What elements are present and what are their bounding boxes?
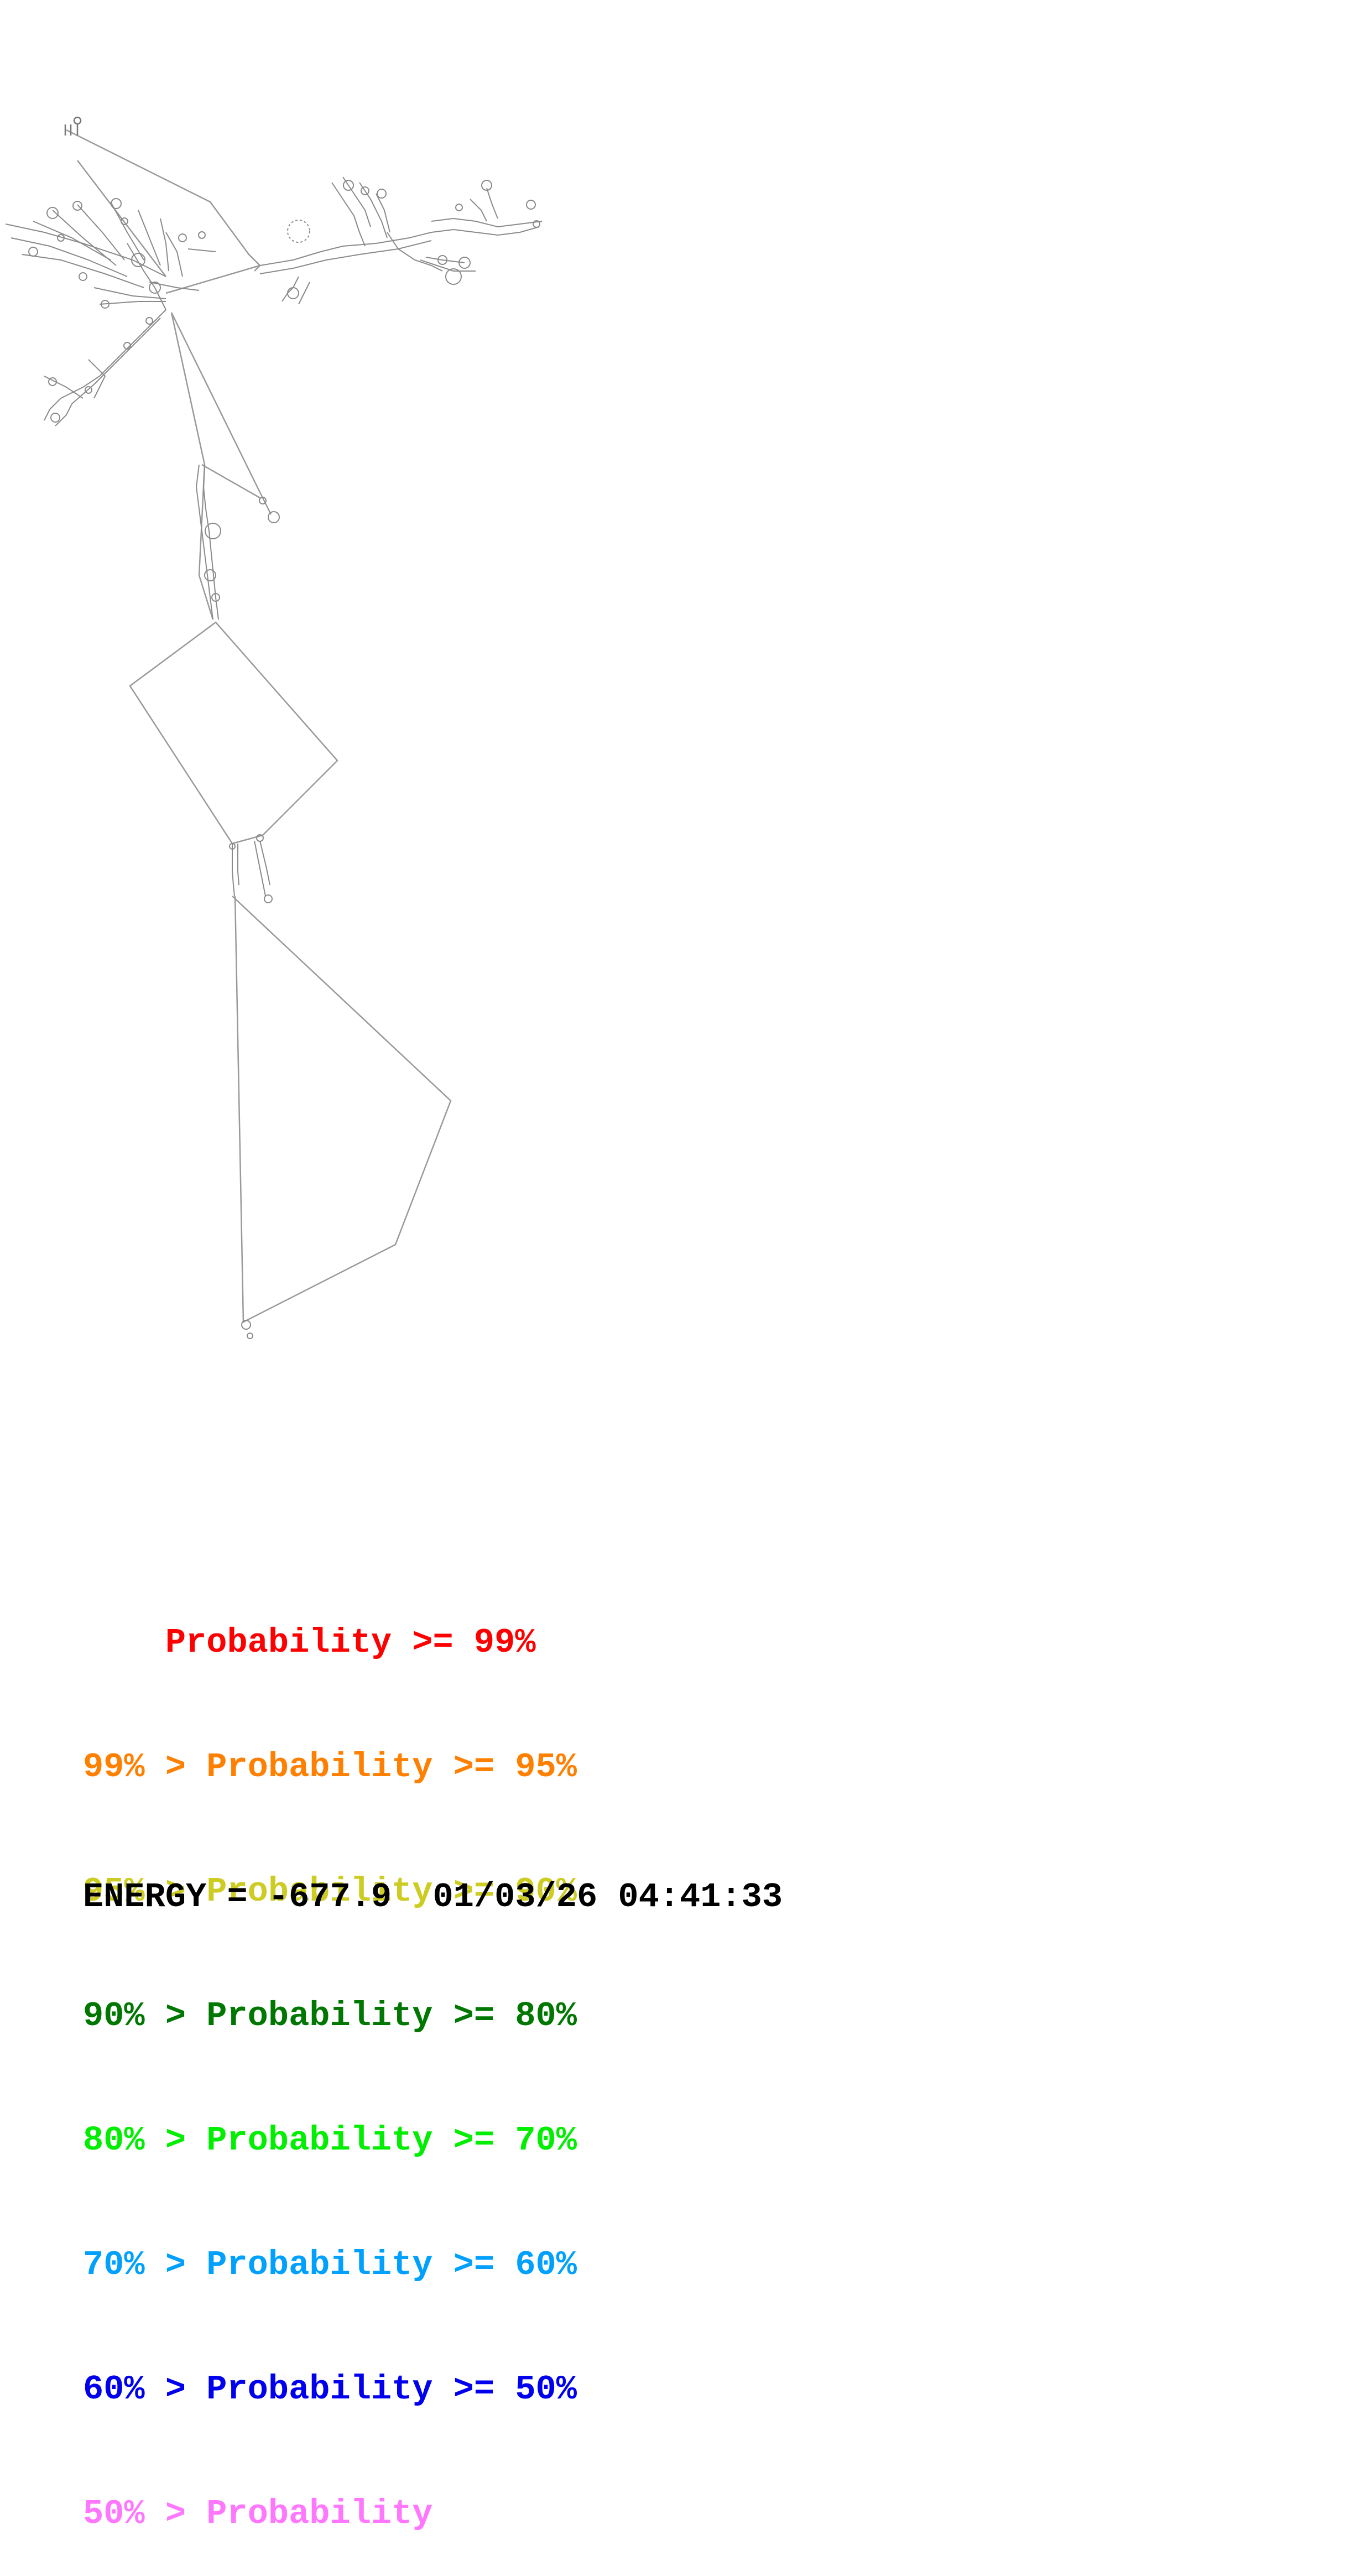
connector-hub-to-side-branch — [170, 312, 261, 493]
connector-left-to-hub — [77, 160, 166, 277]
legend-label: Probability >= 60% — [206, 2245, 577, 2284]
legend-row: 50% > Probability — [83, 2493, 857, 2535]
legend-row: 90% > Probability >= 80% — [83, 1995, 857, 2037]
legend-row: 95% > Probability >= 90% — [83, 1871, 857, 1912]
legend-prefix: 90% > — [83, 1996, 207, 2036]
legend-prefix: 70% > — [83, 2245, 207, 2284]
legend-label: Probability >= 80% — [206, 1996, 577, 2036]
connector-top — [66, 129, 261, 272]
legend-label: Probability >= 50% — [206, 2370, 577, 2409]
legend-prefix: 99% > — [83, 1747, 207, 1787]
long-backbone-connectors — [66, 129, 452, 1324]
legend-prefix: 95% > — [83, 1872, 207, 1911]
domain-middle-stem — [195, 464, 280, 620]
stem-top-small — [64, 116, 82, 136]
legend-prefix: 80% > — [83, 2121, 207, 2160]
footer-gap — [392, 1877, 432, 1917]
domain-left-cluster — [5, 198, 216, 310]
domain-right-cluster — [259, 176, 543, 305]
connector-loop-upper — [201, 464, 260, 499]
legend-row: 80% > Probability >= 70% — [83, 2120, 857, 2161]
legend-row: Probability >= 99% — [83, 1622, 857, 1663]
legend-row: 99% > Probability >= 95% — [83, 1746, 857, 1788]
legend-prefix — [83, 1623, 165, 1662]
legend-label: Probability — [206, 2494, 433, 2533]
timestamp: 01/03/26 04:41:33 — [432, 1877, 783, 1917]
connector-hub-down — [170, 312, 214, 620]
connector-large-quad — [232, 896, 452, 1324]
connector-large-diamond — [129, 621, 338, 845]
domain-lower-stem — [229, 834, 273, 1339]
legend-row: 70% > Probability >= 60% — [83, 2244, 857, 2286]
energy-value: -677.9 — [268, 1877, 392, 1917]
domain-lower-left-branch — [44, 309, 166, 426]
energy-footer: ENERGY = -677.9 01/03/26 04:41:33 — [83, 1876, 783, 1918]
legend-label: Probability >= 95% — [206, 1747, 577, 1787]
legend-prefix: 60% > — [83, 2370, 207, 2409]
legend-label: Probability >= 99% — [165, 1623, 536, 1662]
legend-row: 60% > Probability >= 50% — [83, 2369, 857, 2410]
rna-structure-diagram — [5, 116, 543, 1339]
energy-label: ENERGY = — [83, 1877, 268, 1917]
legend-prefix: 50% > — [83, 2494, 207, 2533]
probability-legend: Probability >= 99% 99% > Probability >= … — [83, 1539, 857, 2576]
connector-hub-to-right — [165, 264, 260, 294]
legend-label: Probability >= 70% — [206, 2121, 577, 2160]
legend-label: Probability >= 90% — [206, 1872, 577, 1911]
